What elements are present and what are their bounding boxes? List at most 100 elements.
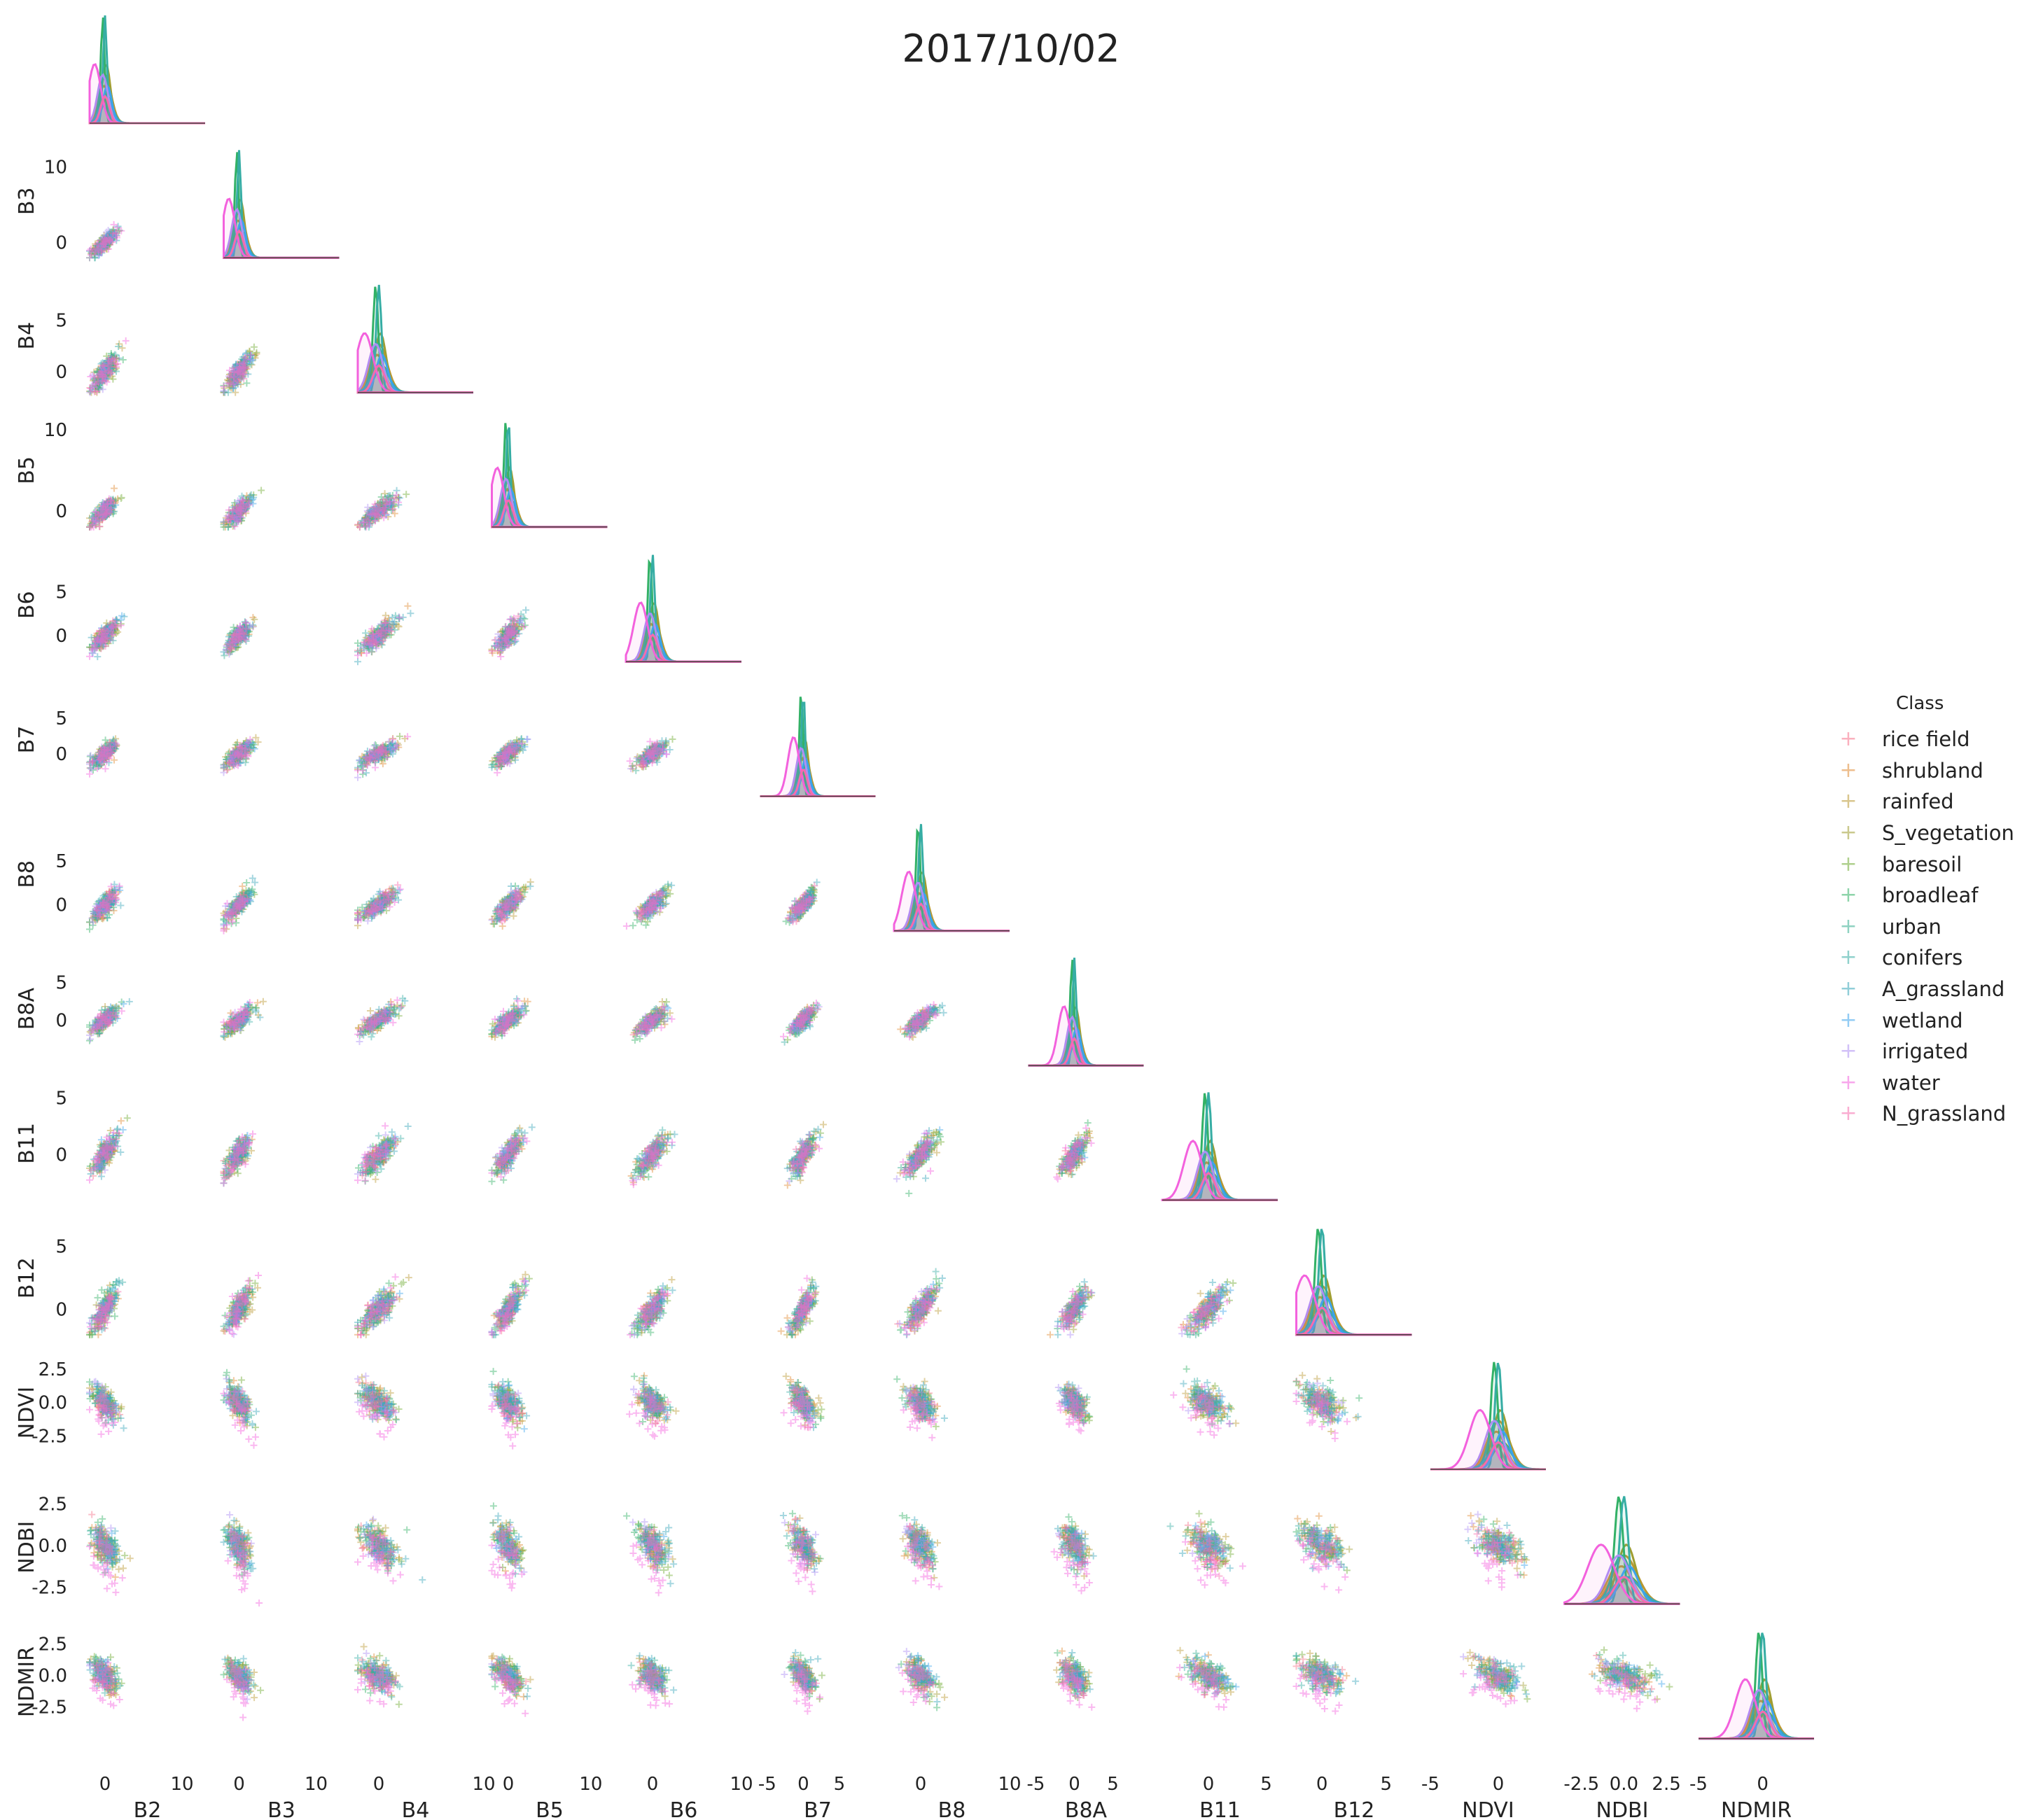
scatter-rice-field: [357, 1522, 395, 1567]
scatter-urban: [792, 1130, 814, 1172]
scatter-a_grassland: [639, 881, 676, 921]
scatter-conifers: [1057, 1525, 1089, 1572]
kde-wetland: [760, 757, 876, 797]
x-tick-label: 0: [99, 1774, 111, 1795]
scatter-a_grassland: [362, 884, 403, 918]
scatter-urban: [94, 1382, 116, 1417]
scatter-urban: [1300, 1387, 1334, 1422]
panel-NDVI-vs-B8A: [1054, 1380, 1094, 1435]
scatter-rice-field: [358, 1138, 393, 1180]
scatter-irrigated: [489, 1383, 522, 1423]
scatter-s_vegetation: [356, 495, 400, 531]
scatter-n_grassland: [95, 1392, 117, 1417]
y-axis-label-B8A: B8A: [15, 988, 39, 1030]
scatter-broadleaf: [488, 735, 525, 770]
scatter-broadleaf: [786, 1651, 820, 1700]
scatter-water: [1594, 1676, 1659, 1712]
scatter-rainfed: [782, 1373, 824, 1429]
scatter-wetland: [1068, 1527, 1089, 1567]
scatter-a_grassland: [359, 1123, 412, 1177]
scatter-baresoil: [488, 1007, 530, 1037]
panel-B8-vs-B2: [86, 881, 125, 933]
scatter-rice-field: [629, 1011, 664, 1039]
scatter-urban: [492, 894, 520, 923]
scatter-conifers: [1166, 1522, 1227, 1571]
x-tick-label: 10: [170, 1774, 193, 1795]
scatter-baresoil: [1596, 1646, 1673, 1700]
scatter-s_vegetation: [360, 892, 394, 916]
scatter-wetland: [223, 1527, 254, 1568]
x-tick-label: 0: [503, 1774, 515, 1795]
x-axis-label-B3: B3: [267, 1798, 295, 1820]
scatter-urban: [790, 1296, 816, 1330]
scatter-conifers: [360, 995, 407, 1041]
scatter-urban: [1184, 1289, 1225, 1338]
scatter-urban: [1064, 1289, 1087, 1322]
scatter-rice-field: [88, 497, 118, 529]
x-tick-label: 5: [834, 1774, 846, 1795]
scatter-irrigated: [220, 496, 253, 526]
scatter-rice-field: [225, 891, 251, 923]
scatter-baresoil: [907, 1660, 944, 1705]
scatter-rice-field: [894, 1294, 931, 1329]
scatter-n_grassland: [228, 1284, 251, 1330]
scatter-a_grassland: [94, 1521, 123, 1567]
scatter-n_grassland: [95, 1528, 116, 1562]
scatter-irrigated: [220, 740, 251, 776]
scatter-broadleaf: [355, 1137, 391, 1185]
scatter-wetland: [229, 1000, 251, 1031]
panel-B7-vs-B2: [86, 735, 120, 778]
scatter-rice-field: [361, 1009, 386, 1034]
scatter-broadleaf: [1183, 1365, 1233, 1428]
scatter-baresoil: [1191, 1278, 1237, 1331]
scatter-rice-field: [1190, 1390, 1224, 1415]
scatter-s_vegetation: [93, 498, 117, 521]
scatter-conifers: [1295, 1379, 1348, 1417]
scatter-broadleaf: [1292, 1377, 1363, 1423]
scatter-shrubland: [354, 1288, 396, 1338]
scatter-water: [220, 1390, 259, 1449]
scatter-baresoil: [790, 1379, 825, 1420]
scatter-rainfed: [1176, 1646, 1234, 1698]
scatter-s_vegetation: [494, 1137, 524, 1172]
scatter-rainfed: [1183, 1527, 1229, 1568]
scatter-irrigated: [893, 1130, 935, 1183]
scatter-irrigated: [354, 1131, 391, 1178]
scatter-urban: [1190, 1649, 1225, 1690]
scatter-a_grassland: [635, 737, 674, 766]
y-axis-label-B5: B5: [15, 456, 39, 484]
scatter-baresoil: [1485, 1527, 1528, 1565]
scatter-rainfed: [790, 1121, 827, 1184]
scatter-water: [223, 1666, 252, 1721]
legend-label: N_grassland: [1882, 1102, 2007, 1126]
scatter-broadleaf: [1184, 1518, 1219, 1567]
scatter-irrigated: [361, 1516, 397, 1564]
scatter-conifers: [91, 1380, 119, 1424]
scatter-s_vegetation: [91, 894, 116, 923]
scatter-conifers: [223, 1666, 258, 1696]
scatter-shrubland: [90, 888, 122, 925]
scatter-baresoil: [225, 343, 260, 391]
scatter-n_grassland: [909, 1662, 937, 1688]
panel-B11-vs-B5: [488, 1124, 536, 1185]
scatter-water: [354, 1667, 394, 1708]
scatter-irrigated: [784, 1292, 815, 1335]
y-tick-label: 10: [44, 420, 67, 441]
scatter-s_vegetation: [89, 1138, 118, 1172]
scatter-wetland: [794, 1133, 823, 1177]
kde-water: [760, 736, 876, 797]
scatter-broadleaf: [354, 890, 399, 922]
panel-NDBI-vs-B12: [1292, 1512, 1353, 1594]
scatter-a_grassland: [494, 1124, 536, 1175]
scatter-baresoil: [498, 1275, 533, 1324]
scatter-wetland: [796, 1389, 818, 1420]
panel-B8A-vs-B8: [897, 1001, 947, 1041]
panel-NDMIR-vs-B6: [627, 1652, 678, 1709]
scatter-s_vegetation: [638, 1525, 666, 1569]
panel-B8A-vs-B7: [780, 1000, 823, 1046]
scatter-irrigated: [354, 890, 392, 925]
panel-B12-vs-B6: [627, 1276, 676, 1338]
y-axis-label-B4: B4: [15, 322, 39, 350]
scatter-rainfed: [1596, 1656, 1648, 1695]
scatter-broadleaf: [1056, 1119, 1092, 1177]
